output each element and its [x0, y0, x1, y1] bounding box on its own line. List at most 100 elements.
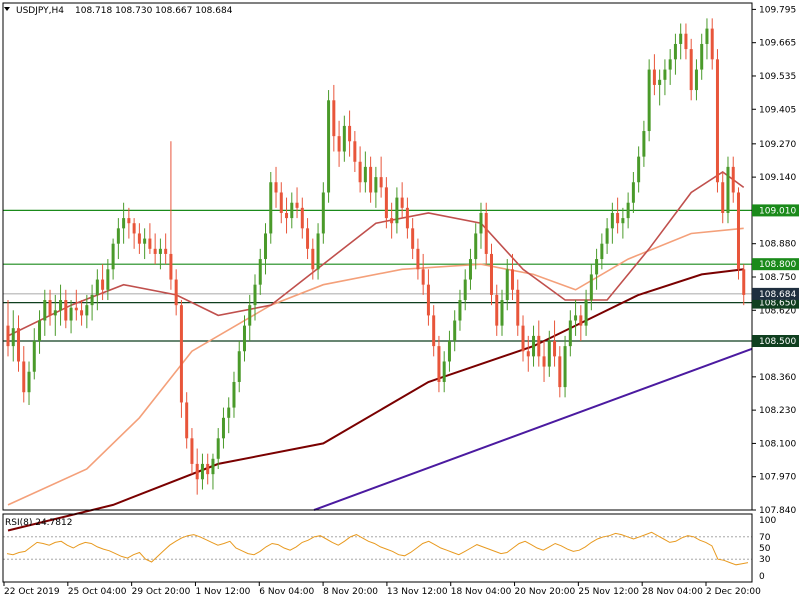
candle-body	[647, 69, 651, 132]
candle-body	[568, 320, 572, 347]
price-tick-label: 108.100	[759, 439, 796, 449]
price-level-label: 108.500	[759, 337, 796, 347]
candle-body	[27, 371, 31, 393]
candle-body	[221, 417, 225, 439]
candle-body	[227, 407, 231, 418]
price-level-label: 108.800	[759, 260, 796, 270]
candle-body	[242, 325, 246, 352]
price-level-tag	[752, 258, 799, 271]
moving-average-line	[7, 227, 744, 506]
rsi-panel	[3, 531, 752, 566]
candle-body	[390, 218, 394, 224]
candle-body	[673, 43, 677, 60]
candle-body	[705, 28, 709, 44]
price-tick-label: 108.880	[759, 240, 796, 250]
candle-body	[369, 166, 373, 193]
candle-body	[363, 166, 367, 183]
time-tick-label: 25 Nov 12:00	[578, 587, 639, 597]
candle-body	[116, 228, 120, 244]
candle-body	[132, 223, 136, 234]
candle-body	[111, 243, 115, 270]
candle-body	[48, 300, 52, 316]
candle-body	[337, 136, 341, 152]
rsi-tick-label: 50	[759, 544, 771, 554]
candle-body	[53, 310, 57, 316]
candle-body	[153, 248, 157, 254]
candle-body	[679, 33, 683, 44]
candle-body	[642, 131, 646, 157]
rsi-tick-label: 100	[759, 516, 776, 526]
chevron-down-icon[interactable]	[4, 7, 10, 11]
candle-body	[395, 197, 399, 224]
candle-body	[22, 361, 26, 393]
candle-body	[495, 294, 499, 326]
candle-body	[321, 192, 325, 234]
candle-body	[579, 315, 583, 326]
price-tick-label: 107.970	[759, 473, 796, 483]
candle-body	[511, 269, 515, 290]
candle-body	[200, 463, 204, 480]
candle-body	[348, 125, 352, 142]
rsi-tick-label: 30	[759, 555, 771, 565]
rsi-label: RSI(8) 24.7812	[5, 518, 72, 528]
candle-body	[285, 212, 289, 219]
ohlc-readout: 108.718 108.730 108.667 108.684	[75, 6, 233, 16]
price-tick-label: 109.140	[759, 173, 796, 183]
time-tick-label: 29 Oct 20:00	[132, 587, 191, 597]
candle-body	[521, 325, 525, 352]
candle-body	[17, 328, 21, 362]
price-tick-label: 107.840	[759, 506, 796, 516]
candle-body	[69, 307, 73, 321]
candle-body	[400, 197, 404, 208]
candle-body	[316, 233, 320, 270]
candle-body	[411, 228, 415, 249]
candle-body	[85, 305, 89, 316]
candle-body	[216, 438, 220, 459]
time-tick-label: 25 Oct 04:00	[68, 587, 127, 597]
candle-body	[143, 238, 147, 244]
candle-body	[558, 356, 562, 388]
candle-body	[605, 228, 609, 244]
candle-body	[532, 335, 536, 357]
candle-body	[616, 212, 620, 224]
candle-body	[32, 341, 36, 372]
candle-body	[489, 253, 493, 295]
candle-body	[274, 182, 278, 193]
time-tick-label: 1 Nov 12:00	[195, 587, 250, 597]
candle-body	[584, 300, 588, 326]
candle-body	[553, 341, 557, 357]
candle-body	[90, 294, 94, 306]
candle-body	[306, 228, 310, 249]
candle-body	[127, 218, 131, 224]
ascending-trendline[interactable]	[313, 347, 753, 511]
candle-body	[500, 300, 504, 326]
candle-body	[11, 328, 15, 347]
candle-body	[148, 238, 152, 249]
candle-body	[332, 100, 336, 137]
price-tick-label: 108.230	[759, 406, 796, 416]
candle-body	[179, 305, 183, 403]
candle-body	[169, 253, 173, 280]
candle-body	[137, 233, 141, 244]
price-tick-label: 109.535	[759, 72, 796, 82]
candle-body	[589, 274, 593, 301]
candle-body	[342, 125, 346, 152]
price-level-label: 109.010	[759, 206, 796, 216]
time-tick-label: 20 Nov 20:00	[515, 587, 576, 597]
candle-body	[668, 59, 672, 70]
candle-body	[547, 341, 551, 367]
candle-body	[684, 33, 688, 50]
price-tick-label: 109.270	[759, 140, 796, 150]
candle-body	[574, 315, 578, 321]
price-tick-label: 108.750	[759, 273, 796, 283]
candle-body	[279, 192, 283, 213]
candle-body	[174, 279, 178, 306]
candle-body	[74, 307, 78, 311]
candle-body	[43, 300, 47, 321]
candle-body	[458, 300, 462, 321]
time-tick-label: 2 Dec 20:00	[706, 587, 761, 597]
current-price-tag	[752, 287, 799, 300]
moving-average-line	[7, 171, 745, 337]
time-tick-label: 8 Nov 20:00	[323, 587, 378, 597]
candle-body	[726, 166, 730, 213]
